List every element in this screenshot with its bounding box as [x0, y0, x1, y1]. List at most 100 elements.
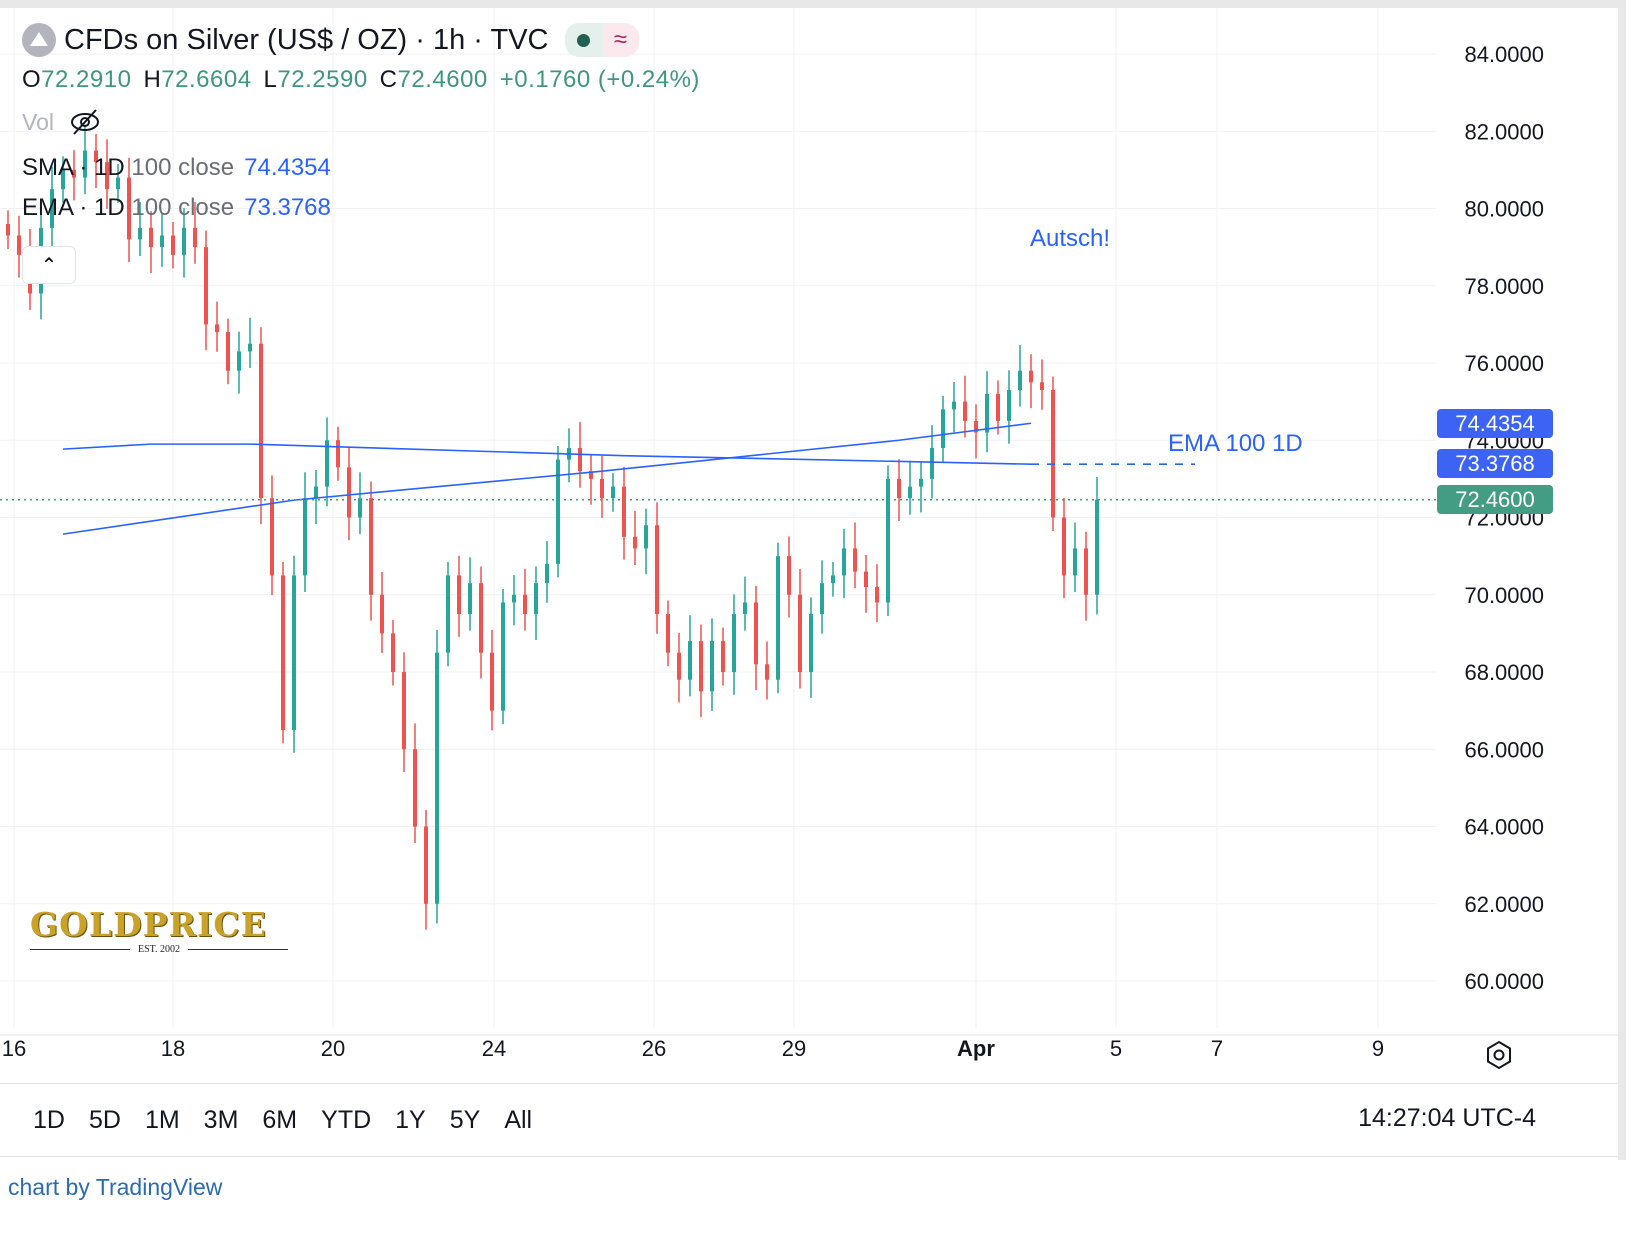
candle-down	[1062, 517, 1066, 576]
candle-up	[710, 641, 714, 692]
candle-up	[776, 556, 780, 680]
candle-up	[820, 583, 824, 615]
y-tick-label: 76.0000	[1464, 351, 1544, 376]
candle-down	[204, 247, 208, 325]
range-toolbar: 1D 5D 1M 3M 6M YTD 1Y 5Y All 14:27:04 UT…	[0, 1083, 1618, 1157]
x-tick-label: 16	[2, 1036, 26, 1061]
candle-down	[798, 594, 802, 672]
candle-up	[237, 351, 241, 371]
candle-up	[325, 440, 329, 487]
candle-up	[743, 602, 747, 615]
y-tick-label: 78.0000	[1464, 274, 1544, 299]
hidden-eye-icon[interactable]	[68, 108, 102, 136]
range-1d[interactable]: 1D	[33, 1105, 65, 1134]
candle-down	[72, 169, 76, 178]
logo-text: GOLDPRICE	[30, 905, 267, 944]
candle-down	[391, 633, 395, 672]
candle-up	[138, 227, 142, 240]
y-tick-label: 64.0000	[1464, 815, 1544, 840]
range-1m[interactable]: 1M	[144, 1105, 180, 1134]
candle-down	[897, 478, 901, 499]
candle-up	[468, 583, 472, 615]
range-all[interactable]: All	[504, 1105, 533, 1134]
candle-down	[336, 440, 340, 468]
x-tick-label: 7	[1211, 1036, 1223, 1061]
silver-symbol-icon	[22, 23, 56, 57]
range-5y[interactable]: 5Y	[449, 1105, 481, 1134]
candle-up	[303, 498, 307, 576]
candle-up	[842, 548, 846, 576]
range-6m[interactable]: 6M	[262, 1105, 298, 1134]
candle-down	[490, 652, 494, 711]
market-open-icon[interactable]	[564, 23, 603, 57]
candle-down	[457, 575, 461, 615]
candle-down	[1029, 370, 1033, 383]
x-tick-label: 18	[161, 1036, 185, 1061]
candle-down	[765, 664, 769, 680]
ema-line-label[interactable]: EMA 100 1D	[1168, 430, 1303, 457]
y-tick-label: 82.0000	[1464, 119, 1544, 144]
candle-down	[600, 478, 604, 499]
candle-up	[930, 447, 934, 479]
sma-legend[interactable]: SMA · 1D 100 close 74.4354	[22, 154, 331, 181]
settings-icon[interactable]	[1484, 1040, 1514, 1070]
candle-down	[369, 498, 373, 595]
candle-up	[83, 150, 87, 178]
candle-down	[589, 471, 593, 479]
x-tick-label: 26	[642, 1036, 666, 1061]
range-5d[interactable]: 5D	[88, 1105, 121, 1134]
candle-down	[974, 420, 978, 433]
candle-up	[941, 409, 945, 448]
logo-sub: EST. 2002	[137, 944, 181, 955]
candle-down	[633, 536, 637, 549]
y-tick-label: 62.0000	[1464, 892, 1544, 917]
candle-down	[666, 614, 670, 653]
candle-up	[809, 614, 813, 672]
candle-up	[358, 498, 362, 518]
candle-down	[853, 548, 857, 572]
candle-up	[1007, 390, 1011, 421]
frame-top	[0, 0, 1626, 8]
range-ytd[interactable]: YTD	[321, 1105, 372, 1134]
candle-up	[160, 235, 164, 248]
symbol-title[interactable]: CFDs on Silver (US$ / OZ) · 1h · TVC	[64, 23, 549, 56]
candle-down	[270, 498, 274, 576]
candle-down	[347, 467, 351, 518]
candle-down	[523, 594, 527, 615]
delayed-data-icon[interactable]: ≈	[602, 23, 639, 57]
y-tick-label: 84.0000	[1464, 42, 1544, 67]
candle-up	[611, 486, 615, 499]
clock-timezone[interactable]: 14:27:04 UTC-4	[1358, 1104, 1536, 1132]
candle-down	[17, 235, 21, 255]
candle-down	[105, 162, 109, 190]
candle-down	[171, 235, 175, 255]
candle-up	[61, 169, 65, 190]
x-tick-label: 9	[1372, 1036, 1384, 1061]
candle-up	[732, 614, 736, 672]
last-price-label: 72.4600	[1437, 485, 1553, 514]
collapse-legend-button[interactable]: ⌃	[22, 246, 76, 284]
candle-down	[226, 332, 230, 371]
tradingview-credit-link[interactable]: chart by TradingView	[8, 1174, 223, 1200]
range-1y[interactable]: 1Y	[395, 1105, 426, 1134]
candle-down	[215, 324, 219, 333]
chart-legend: CFDs on Silver (US$ / OZ) · 1h · TVC ≈ O…	[22, 20, 712, 222]
candle-down	[578, 447, 582, 472]
ema-legend[interactable]: EMA · 1D 100 close 73.3768	[22, 194, 331, 221]
annotation-text[interactable]: Autsch!	[1030, 225, 1111, 252]
ema-line	[62, 443, 1032, 465]
volume-legend[interactable]: Vol	[22, 108, 712, 136]
candle-up	[512, 594, 516, 603]
candle-down	[963, 401, 967, 421]
candle-up	[435, 652, 439, 904]
candle-up	[952, 401, 956, 410]
candle-down	[149, 227, 153, 248]
candle-down	[424, 826, 428, 904]
candle-down	[380, 594, 384, 634]
y-tick-label: 60.0000	[1464, 969, 1544, 994]
candle-up	[688, 641, 692, 680]
range-3m[interactable]: 3M	[203, 1105, 239, 1134]
candle-up	[919, 478, 923, 487]
candle-up	[534, 583, 538, 615]
candle-up	[831, 575, 835, 584]
